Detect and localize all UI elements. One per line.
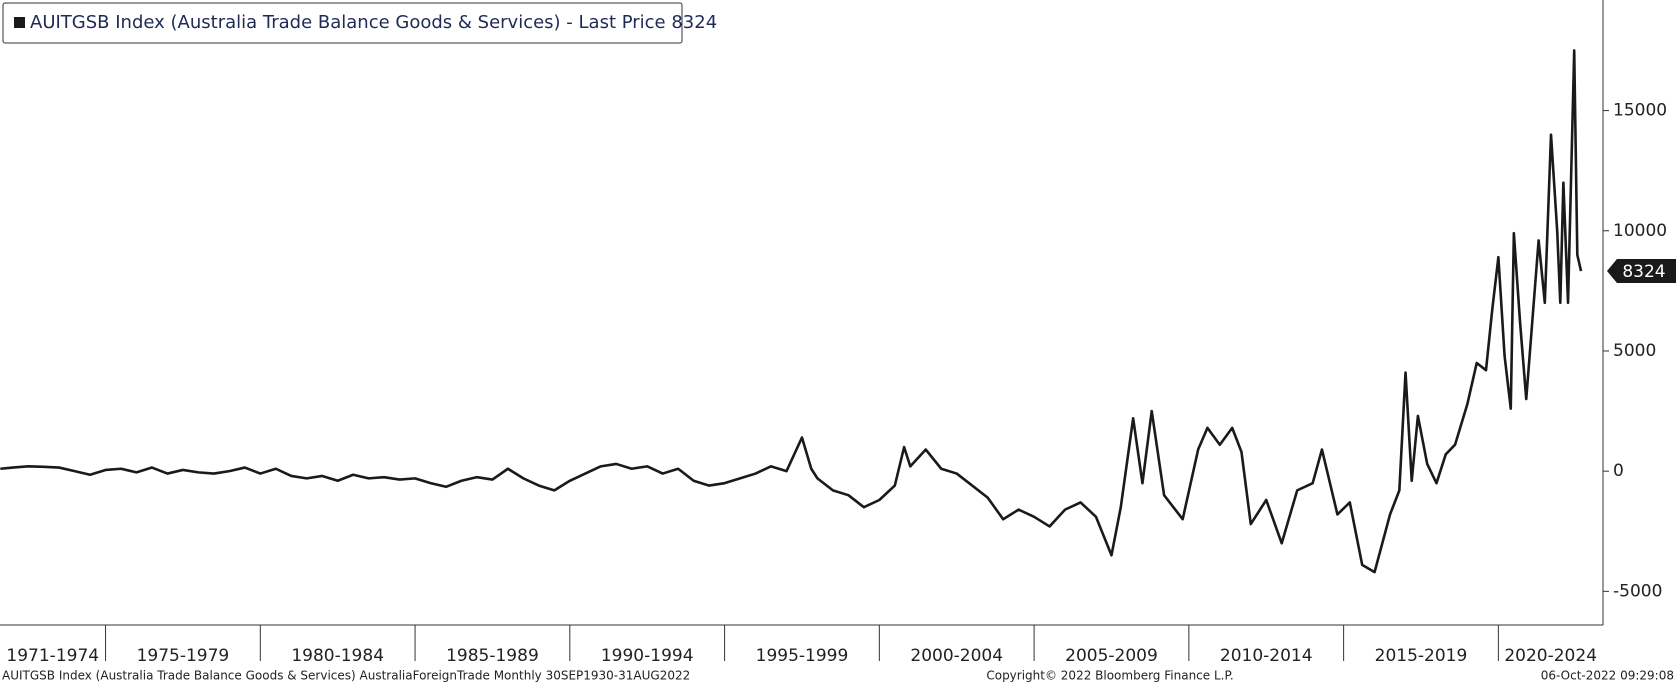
legend-box: [2, 2, 683, 44]
x-tick-label: 1995-1999: [756, 646, 849, 666]
x-tick-label: 2010-2014: [1220, 646, 1313, 666]
y-tick-label: -5000: [1613, 581, 1662, 601]
last-price-label: 8324: [1622, 262, 1665, 282]
x-tick-label: 2000-2004: [910, 646, 1003, 666]
x-tick-label: 1971-1974: [6, 646, 99, 666]
y-tick-label: 0: [1613, 461, 1624, 481]
last-price-badge: [1607, 259, 1676, 284]
legend-swatch: [14, 17, 25, 28]
x-tick-label: 2005-2009: [1065, 646, 1158, 666]
x-tick-label: 2020-2024: [1504, 646, 1597, 666]
legend-label: AUITGSB Index (Australia Trade Balance G…: [30, 12, 717, 33]
x-tick-label: 1980-1984: [291, 646, 384, 666]
x-tick-label: 1990-1994: [601, 646, 694, 666]
x-tick-label: 1985-1989: [446, 646, 539, 666]
line-series: [0, 49, 1583, 574]
footer-date: 06-Oct-2022 09:29:08: [1541, 669, 1674, 683]
x-tick-label: 2015-2019: [1375, 646, 1468, 666]
y-tick-label: 15000: [1613, 101, 1667, 121]
footer-copyright: Copyright© 2022 Bloomberg Finance L.P.: [986, 669, 1233, 683]
footer-source: AUITGSB Index (Australia Trade Balance G…: [2, 669, 690, 683]
y-tick-label: 5000: [1613, 341, 1656, 361]
y-tick-label: 10000: [1613, 221, 1667, 241]
x-tick-label: 1975-1979: [137, 646, 230, 666]
